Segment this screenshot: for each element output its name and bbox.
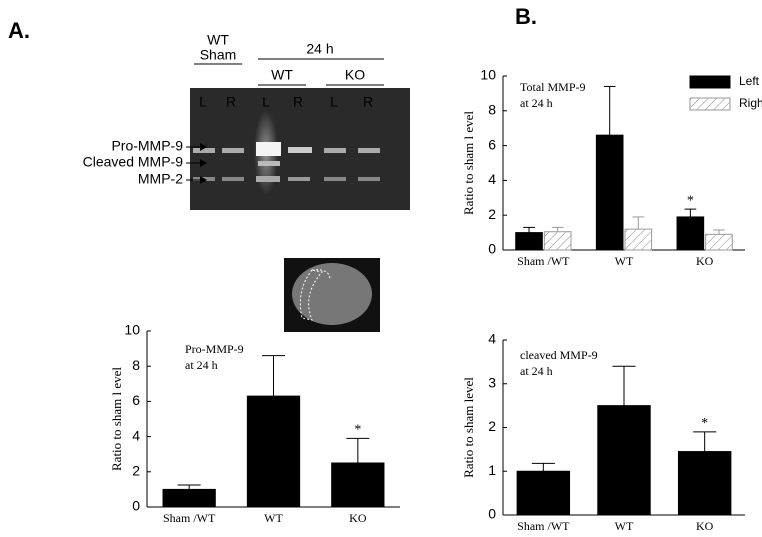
x-tick-label: KO [696, 254, 714, 268]
lane-label: R [363, 94, 373, 110]
bar [676, 216, 705, 251]
lane-label: L [262, 94, 270, 110]
bar [515, 232, 543, 251]
band-label: MMP-2 [138, 171, 183, 187]
y-tick-label: 2 [488, 206, 496, 222]
x-tick-label: Sham /WT [163, 511, 216, 525]
lane-label: L [330, 94, 338, 110]
band-label: Cleaved MMP-9 [83, 154, 184, 170]
bar [624, 228, 653, 251]
legend-label: Left [739, 74, 760, 88]
y-tick-label: 2 [132, 463, 140, 479]
y-tick-label: 3 [488, 374, 496, 390]
band-label: Pro-MMP-9 [111, 138, 183, 154]
panel-label: B. [515, 4, 537, 29]
chart-subtitle: at 24 h [185, 358, 218, 372]
bar [246, 395, 301, 508]
y-tick-label: 4 [488, 331, 496, 347]
x-tick-label: WT [615, 519, 634, 533]
y-tick-label: 8 [488, 102, 496, 118]
y-axis-label: Ratio to sham level [461, 377, 476, 478]
y-axis-label: Ratio to sham l evel [461, 111, 476, 215]
chart-title: Total MMP-9 [520, 80, 586, 94]
bar [595, 134, 624, 251]
y-tick-label: 4 [132, 427, 140, 443]
y-tick-label: 6 [488, 136, 496, 152]
x-tick-label: WT [615, 254, 634, 268]
y-tick-label: 1 [488, 462, 496, 478]
brain-image [284, 258, 380, 332]
x-tick-label: KO [349, 511, 367, 525]
chart-subtitle: at 24 h [520, 364, 553, 378]
y-tick-label: 8 [132, 357, 140, 373]
bar [543, 231, 572, 251]
y-axis-label: Ratio to sham l evel [109, 367, 124, 471]
x-tick-label: KO [696, 519, 714, 533]
y-tick-label: 0 [488, 241, 496, 257]
gel-label: KO [345, 67, 365, 83]
bar [677, 451, 732, 516]
panel-label: A. [8, 18, 30, 43]
gel: WT Sham 24 h WT KO L R L R L R Pro-MMP-9Cleave… [83, 32, 410, 210]
chart-title: cleaved MMP-9 [520, 348, 598, 362]
legend-label: Right [739, 96, 762, 110]
y-tick-label: 0 [488, 506, 496, 522]
bar [331, 462, 385, 508]
legend-swatch [689, 97, 731, 111]
legend-swatch [689, 75, 731, 89]
x-tick-label: Sham /WT [517, 254, 570, 268]
bar [705, 233, 733, 251]
gel-label: Sham [200, 47, 237, 63]
annotation: * [354, 423, 361, 438]
y-tick-label: 4 [488, 171, 496, 187]
bar [516, 470, 571, 516]
gel-label: WT [207, 32, 229, 48]
y-tick-label: 10 [480, 67, 496, 83]
y-tick-label: 6 [132, 392, 140, 408]
y-tick-label: 0 [132, 498, 140, 514]
gel-label: 24 h [306, 41, 333, 57]
lane-label: R [226, 94, 236, 110]
y-tick-label: 10 [124, 322, 140, 338]
gel-label: WT [271, 67, 293, 83]
annotation: * [687, 193, 694, 208]
annotation: * [701, 416, 708, 431]
lane-label: L [199, 94, 207, 110]
y-tick-label: 2 [488, 418, 496, 434]
chart-subtitle: at 24 h [520, 96, 553, 110]
x-tick-label: WT [264, 511, 283, 525]
x-tick-label: Sham /WT [517, 519, 570, 533]
bar [162, 488, 216, 508]
lane-label: R [293, 94, 303, 110]
chart-title: Pro-MMP-9 [185, 342, 244, 356]
bar [597, 405, 651, 516]
